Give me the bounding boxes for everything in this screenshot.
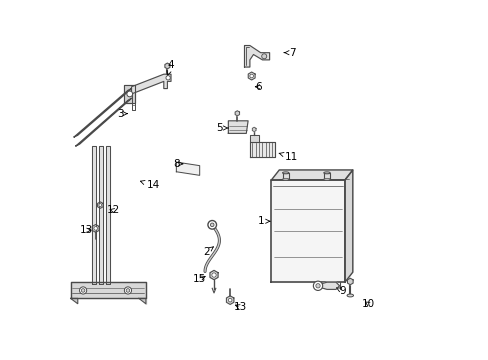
Polygon shape [76,98,131,146]
Circle shape [315,284,320,288]
Polygon shape [314,282,339,289]
Text: 9: 9 [336,286,346,296]
Circle shape [94,226,97,230]
Polygon shape [92,146,96,284]
Circle shape [80,287,86,294]
Text: 6: 6 [255,82,262,92]
Polygon shape [271,170,352,180]
Text: 7: 7 [284,48,296,58]
Circle shape [126,91,132,97]
Polygon shape [249,135,258,142]
Polygon shape [228,121,247,134]
Text: 8: 8 [173,159,183,169]
Text: 14: 14 [140,180,160,190]
Polygon shape [235,111,239,116]
Polygon shape [70,282,145,298]
Circle shape [207,221,216,229]
Polygon shape [99,146,102,284]
Text: 2: 2 [203,247,213,257]
Text: 10: 10 [361,299,374,309]
Text: 1: 1 [257,216,269,226]
Circle shape [211,273,216,277]
Circle shape [99,204,102,207]
Polygon shape [248,72,255,80]
Ellipse shape [346,294,353,297]
Polygon shape [97,202,103,208]
Text: 12: 12 [107,206,120,216]
Polygon shape [70,298,78,304]
Polygon shape [244,45,269,67]
Polygon shape [164,63,169,69]
Circle shape [124,287,131,294]
Text: 5: 5 [216,123,228,133]
Polygon shape [124,85,135,103]
Circle shape [261,54,266,59]
Ellipse shape [323,172,329,174]
Polygon shape [106,146,110,284]
Polygon shape [249,142,274,157]
Polygon shape [209,270,218,280]
Polygon shape [226,296,233,305]
Polygon shape [252,127,256,132]
Ellipse shape [282,172,288,174]
Ellipse shape [323,178,329,180]
Polygon shape [92,225,99,232]
Ellipse shape [282,178,288,180]
Polygon shape [139,298,145,304]
Circle shape [81,289,85,292]
Circle shape [313,281,322,291]
Polygon shape [344,170,352,282]
Polygon shape [347,278,352,285]
Text: 13: 13 [234,302,247,312]
Text: 13: 13 [80,225,93,235]
Circle shape [249,74,253,78]
Circle shape [228,298,231,302]
Text: 3: 3 [117,109,127,119]
Polygon shape [271,180,344,282]
Text: 15: 15 [193,274,206,284]
Polygon shape [74,89,131,137]
Circle shape [210,223,214,226]
Text: 4: 4 [167,60,174,76]
Polygon shape [131,74,171,94]
Polygon shape [176,162,199,175]
Text: 11: 11 [279,152,297,162]
Circle shape [165,76,170,80]
Circle shape [126,289,129,292]
